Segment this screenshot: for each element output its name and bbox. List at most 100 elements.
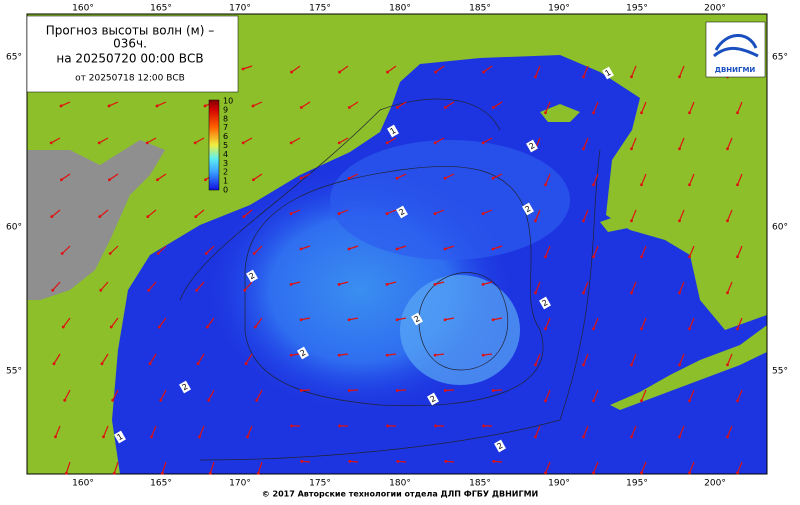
wave-arrow-head <box>204 178 207 181</box>
colorbar-label: 8 <box>223 114 228 123</box>
wave-arrow-head <box>338 141 341 144</box>
colorbar <box>209 100 219 190</box>
colorbar-label: 1 <box>223 177 228 186</box>
wave-arrow-head <box>640 327 643 330</box>
wave-arrow-head <box>195 289 198 292</box>
wave-arrow-head <box>492 318 495 321</box>
wave-arrow-head <box>688 255 691 258</box>
colorbar-label: 6 <box>223 132 228 141</box>
longitude-label: 200° <box>704 479 726 489</box>
wave-arrow-head <box>157 252 160 255</box>
wave-arrow-head <box>688 471 691 474</box>
wave-arrow-head <box>482 354 485 357</box>
longitude-label: 160° <box>72 4 94 14</box>
wave-arrow-head <box>444 318 447 321</box>
wave-arrow-head <box>290 283 293 286</box>
wave-arrow-head <box>300 106 303 109</box>
wave-arrow-head <box>194 215 197 218</box>
longitude-label: 190° <box>548 4 570 14</box>
wave-arrow-head <box>386 141 389 144</box>
wave-arrow-head <box>386 71 389 74</box>
colorbar-label: 10 <box>223 97 233 106</box>
wave-arrow-head <box>434 283 437 286</box>
wave-arrow-head <box>63 399 66 402</box>
wave-arrow-head <box>50 141 53 144</box>
wave-arrow-head <box>688 399 691 402</box>
wave-arrow-head <box>98 215 101 218</box>
wave-arrow-head <box>544 255 547 258</box>
sea-shading <box>400 275 520 385</box>
colorbar-label: 0 <box>223 186 228 195</box>
sea-shading <box>330 140 570 260</box>
wave-arrow-head <box>592 111 595 114</box>
wave-arrow-head <box>338 354 341 357</box>
wave-arrow-head <box>630 363 633 366</box>
latitude-label: 60° <box>6 223 22 233</box>
wave-arrow-head <box>290 354 293 357</box>
wave-arrow-head <box>300 389 303 392</box>
wave-arrow-head <box>640 111 643 114</box>
wave-arrow-head <box>726 363 729 366</box>
wave-arrow-head <box>736 399 739 402</box>
wave-arrow-head <box>544 399 547 402</box>
logo-text: ДВНИГМИ <box>715 66 756 74</box>
wave-arrow-head <box>111 399 114 402</box>
wave-arrow-head <box>434 425 437 428</box>
wave-arrow-head <box>113 472 116 475</box>
wave-arrow-head <box>534 291 537 294</box>
wave-arrow-head <box>197 362 200 365</box>
wave-arrow-head <box>348 389 351 392</box>
wave-arrow-head <box>348 318 351 321</box>
wave-arrow-head <box>386 425 389 428</box>
wave-arrow-head <box>688 327 691 330</box>
wave-arrow-head <box>252 178 255 181</box>
wave-arrow-head <box>300 248 303 251</box>
wave-arrow-head <box>688 111 691 114</box>
longitude-label: 180° <box>389 4 411 14</box>
wave-arrow-head <box>338 425 341 428</box>
latitude-label: 65° <box>772 53 788 63</box>
wave-arrow-head <box>338 71 341 74</box>
wave-arrow-head <box>726 147 729 150</box>
longitude-label: 165° <box>150 4 172 14</box>
longitude-label: 175° <box>309 4 331 14</box>
wave-arrow-head <box>108 178 111 181</box>
wave-arrow-head <box>482 212 485 215</box>
wave-arrow-head <box>482 425 485 428</box>
wave-arrow-head <box>348 460 351 463</box>
longitude-label: 170° <box>229 479 251 489</box>
wave-arrow-head <box>206 326 209 329</box>
longitude-label: 195° <box>626 4 648 14</box>
wave-arrow-head <box>396 177 399 180</box>
wave-arrow-head <box>348 106 351 109</box>
wave-arrow-head <box>582 219 585 222</box>
wave-arrow-head <box>444 177 447 180</box>
wave-arrow-head <box>736 111 739 114</box>
wave-arrow-head <box>434 141 437 144</box>
colorbar-label: 3 <box>223 159 228 168</box>
wave-arrow-head <box>534 363 537 366</box>
wave-arrow-head <box>290 425 293 428</box>
wave-arrow-head <box>243 289 246 292</box>
wave-arrow-head <box>592 255 595 258</box>
wave-arrow-head <box>290 141 293 144</box>
wave-arrow-head <box>194 141 197 144</box>
wave-arrow-head <box>386 212 389 215</box>
wave-arrow-head <box>592 399 595 402</box>
wave-arrow-head <box>146 215 149 218</box>
wave-arrow-head <box>544 471 547 474</box>
wave-arrow-head <box>736 255 739 258</box>
wave-arrow-head <box>198 435 201 438</box>
wave-arrow-head <box>65 472 68 475</box>
wave-arrow-head <box>434 354 437 357</box>
wave-arrow-head <box>688 183 691 186</box>
wave-arrow-head <box>640 255 643 258</box>
wave-arrow-head <box>290 212 293 215</box>
footer: © 2017 Авторские технологии отдела ДЛП Ф… <box>262 490 538 499</box>
wave-arrow-head <box>640 399 643 402</box>
wave-arrow-head <box>640 471 643 474</box>
wave-arrow-head <box>492 389 495 392</box>
wave-arrow-head <box>396 106 399 109</box>
valid-time: на 20250720 00:00 ВСВ <box>56 52 203 66</box>
